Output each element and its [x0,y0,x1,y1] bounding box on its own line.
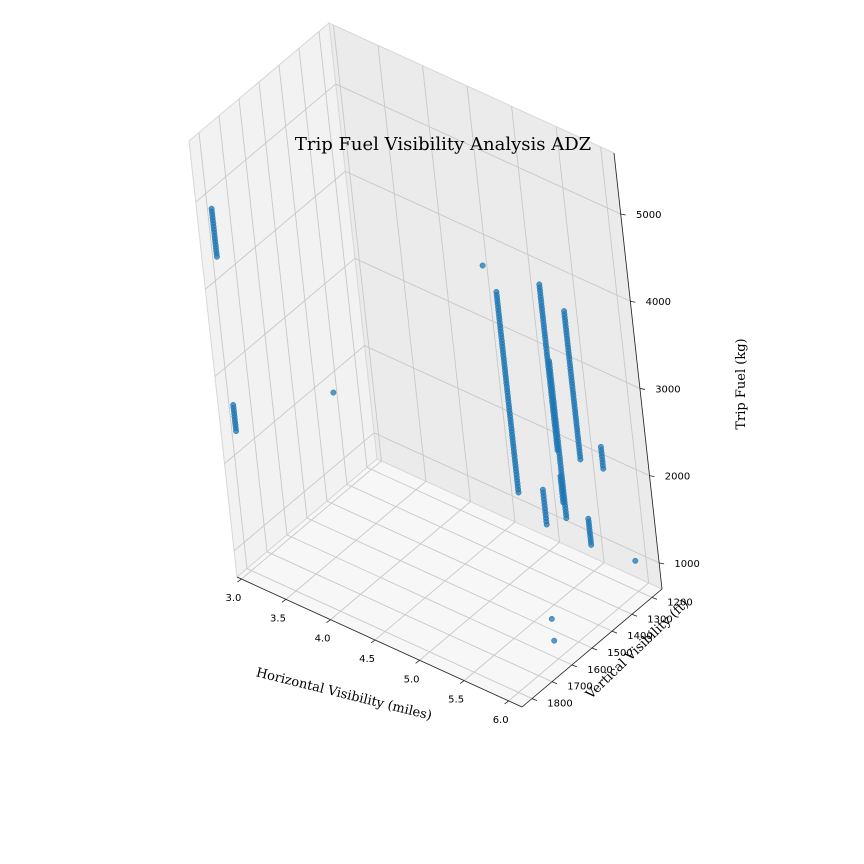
y-tick-mark [531,698,538,701]
gridline-y-floor [366,467,653,598]
gridline-x-back [600,146,650,583]
z-tick-mark [649,475,655,478]
gridline-z-side [205,170,346,290]
gridline-z-side [224,345,365,464]
x-tick-mark [326,619,331,623]
x-tick-label: 3.5 [270,613,286,624]
x-tick-label: 5.5 [448,695,464,706]
x-tick-mark [281,599,287,603]
gridline-z-back [373,432,660,564]
z-tick-label: 2000 [665,472,690,483]
gridline-y-floor [346,483,633,615]
gridline-x-back [377,45,427,482]
gridline-y-side [218,115,268,552]
z-axis-title: Trip Fuel (kg) [734,338,749,429]
gridline-x-back [333,24,382,462]
x-tick-label: 3.0 [226,593,242,604]
data-point [548,615,555,622]
gridline-x-back [466,85,516,523]
z-tick-label: 1000 [674,559,699,570]
data-point [330,389,337,396]
gridline-y-floor [326,500,613,632]
data-point [536,281,543,288]
gridline-x-back [511,106,561,543]
gridline-y-side [298,48,348,485]
z-tick-mark [620,213,626,216]
z-tick-mark [639,388,645,390]
gridline-x-back [555,126,605,563]
data-point [561,308,568,315]
z-axis-line [613,152,663,590]
y-tick-mark [551,681,558,685]
gridline-y-floor [246,568,533,699]
data-point [585,515,592,522]
y-tick-label: 1200 [667,597,692,608]
data-point [551,637,558,644]
y-tick-label: 1700 [567,682,592,693]
gridline-z-side [214,258,356,377]
x-tick-mark [370,639,376,644]
y-tick-label: 1300 [647,614,672,625]
gridline-z-side [195,83,337,203]
chart-title: Trip Fuel Visibility Analysis ADZ [295,134,591,155]
gridline-y-side [278,65,328,502]
data-points [208,205,639,644]
data-point [557,473,564,480]
y-tick-label: 1400 [627,631,652,642]
x-tick-label: 5.0 [404,674,420,685]
gridline-z-back [345,170,631,302]
data-point [493,288,500,295]
x-tick-label: 4.5 [359,654,375,665]
x-tick-mark [459,680,465,684]
z-tick-mark [630,300,636,303]
x-axis-line [236,576,523,708]
y-tick-mark [571,664,578,668]
z-tick-label: 4000 [646,297,671,308]
gridline-y-floor [286,534,573,666]
gridline-y-side [318,31,368,468]
y-tick-mark [631,613,638,617]
y-tick-label: 1600 [587,665,612,676]
y-tick-mark [651,597,658,600]
y-tick-mark [611,630,618,634]
x-tick-mark [415,659,420,664]
x-tick-mark [504,700,509,705]
x-tick-mark [237,578,242,583]
gridline-y-side [258,81,308,519]
x-tick-label: 4.0 [315,634,331,645]
y-tick-label: 1800 [547,699,572,710]
tick-labels: 3.0 3.5 4.0 4.5 5.0 5.5 6.0 1200 1300 1400 1500 160… [226,210,700,726]
gridline-y-side [238,98,288,535]
data-point [479,262,486,269]
gridline-z-side [233,432,375,552]
gridline-y-side [198,132,248,569]
gridline-x-back [422,65,471,502]
data-point [208,205,215,212]
gridline-y-floor [306,517,593,649]
gridline-z-back [335,83,621,215]
data-point [597,443,604,450]
data-point [632,557,639,564]
z-tick-label: 5000 [636,210,661,221]
x-tick-label: 6.0 [493,715,509,726]
y-tick-mark [591,647,598,651]
axis-panes [188,22,663,708]
gridline-y-floor [266,551,553,683]
data-point [539,486,546,493]
y-tick-label: 1500 [607,648,632,659]
z-tick-mark [659,562,665,565]
z-tick-label: 3000 [655,384,680,395]
data-point [230,401,237,408]
